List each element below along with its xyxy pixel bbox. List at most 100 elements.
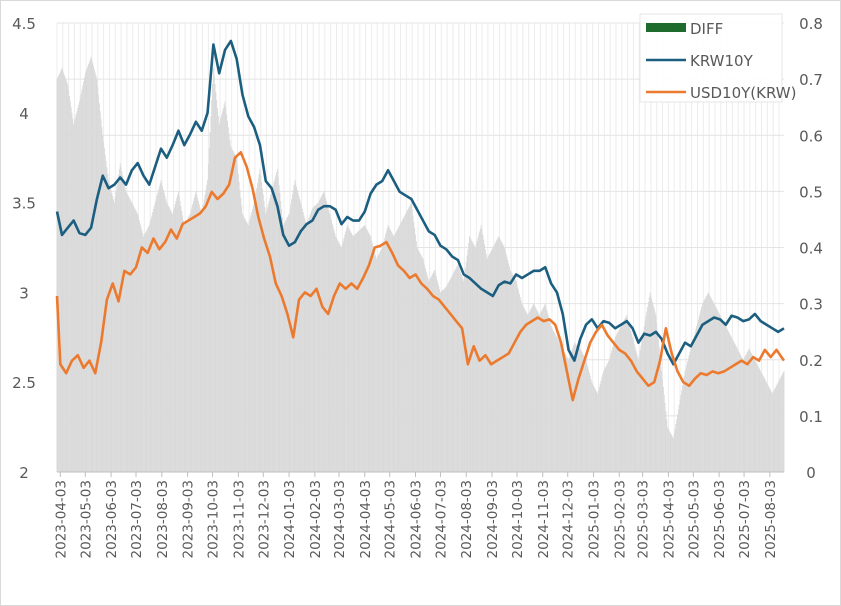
diff-bar <box>200 210 202 472</box>
diff-bar <box>623 321 624 472</box>
diff-bar <box>508 263 510 472</box>
diff-bar <box>509 266 510 472</box>
diff-bar <box>85 71 87 472</box>
diff-bar <box>452 273 454 472</box>
diff-bar <box>252 205 254 473</box>
diff-bar <box>79 97 81 472</box>
x-tick-label: 2025-04-03 <box>661 480 677 558</box>
diff-bar <box>180 205 182 473</box>
diff-bar <box>240 197 242 472</box>
diff-bar <box>330 217 332 472</box>
diff-bar <box>399 225 401 472</box>
diff-bar <box>592 383 594 472</box>
diff-bar <box>402 218 404 472</box>
diff-bar <box>328 210 330 472</box>
diff-bar <box>396 229 398 472</box>
diff-bar <box>225 107 227 472</box>
diff-bar <box>121 171 123 472</box>
diff-bar <box>160 180 162 472</box>
diff-bar <box>255 192 257 472</box>
diff-bar <box>218 124 220 473</box>
diff-bar <box>324 194 326 472</box>
diff-bar <box>298 196 300 472</box>
diff-bar <box>124 187 126 472</box>
diff-bar <box>618 330 619 472</box>
diff-bar <box>465 261 467 472</box>
diff-bar <box>429 279 431 472</box>
diff-bar <box>242 215 244 472</box>
diff-bar <box>656 322 658 472</box>
diff-bar <box>245 220 247 472</box>
diff-bar <box>725 326 727 472</box>
diff-bar <box>638 354 640 472</box>
diff-bar <box>285 220 287 472</box>
diff-bar <box>596 391 598 472</box>
diff-bar <box>539 313 541 472</box>
diff-bar <box>728 332 730 472</box>
diff-bar <box>636 353 638 472</box>
y-right-tick-label: 0.7 <box>799 71 823 89</box>
diff-bar <box>339 244 341 472</box>
diff-bar <box>782 372 784 472</box>
diff-bar <box>739 353 741 472</box>
diff-bar <box>361 227 363 472</box>
diff-bar <box>257 183 258 472</box>
diff-bar <box>365 226 367 472</box>
diff-bar <box>591 382 593 472</box>
diff-bar <box>120 167 122 473</box>
diff-bar <box>282 225 284 472</box>
diff-bar <box>336 237 337 472</box>
diff-bar <box>182 220 184 472</box>
x-tick-label: 2024-06-03 <box>409 480 425 558</box>
diff-bar <box>457 264 459 472</box>
diff-bar <box>136 212 138 472</box>
diff-bar <box>177 191 179 472</box>
diff-bar <box>421 257 423 472</box>
diff-bar <box>459 271 461 472</box>
diff-bar <box>386 228 388 472</box>
diff-bar <box>118 174 120 472</box>
diff-bar <box>665 411 667 472</box>
diff-bar <box>57 77 59 473</box>
diff-bar <box>348 228 350 472</box>
legend-label: KRW10Y <box>690 52 754 70</box>
diff-bar <box>506 257 508 472</box>
diff-bar <box>693 335 695 472</box>
diff-bar <box>74 117 76 472</box>
diff-bar <box>598 390 599 472</box>
diff-bar <box>430 277 431 472</box>
diff-bar <box>554 334 556 472</box>
diff-bar <box>139 223 141 472</box>
legend: DIFF KRW10Y USD10Y(KRW) <box>639 13 797 103</box>
diff-bar <box>259 168 261 473</box>
diff-bar <box>710 297 712 472</box>
diff-bar <box>597 393 599 472</box>
diff-bar <box>538 314 540 472</box>
diff-bar <box>227 127 229 472</box>
diff-bar <box>488 255 490 472</box>
diff-bar <box>691 345 693 472</box>
diff-bar <box>462 278 464 472</box>
diff-bar <box>526 313 528 472</box>
diff-bar <box>229 140 231 472</box>
diff-bar <box>766 382 767 472</box>
diff-bar <box>270 194 272 472</box>
diff-bar <box>533 303 535 472</box>
diff-bar <box>761 372 762 472</box>
diff-bar <box>301 209 303 472</box>
diff-bar <box>97 87 99 473</box>
diff-bar <box>690 348 692 472</box>
x-tick-label: 2025-08-03 <box>763 480 779 558</box>
diff-bar <box>527 314 529 472</box>
diff-bar <box>332 226 334 472</box>
diff-bar <box>155 199 157 472</box>
diff-bar <box>115 191 117 472</box>
diff-bar <box>181 210 183 472</box>
diff-bar <box>375 255 377 472</box>
diff-bar <box>451 275 453 472</box>
diff-bar <box>81 89 83 472</box>
diff-bar <box>567 358 569 472</box>
diff-bar <box>145 231 147 472</box>
diff-bar <box>459 269 461 472</box>
diff-bar <box>679 399 681 472</box>
